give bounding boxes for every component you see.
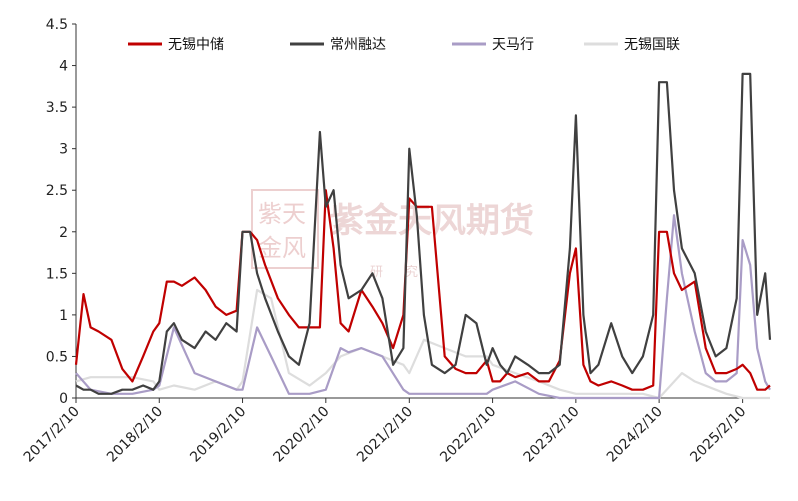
y-tick-label: 2.5 — [46, 183, 68, 199]
legend-label: 常州融达 — [330, 37, 386, 53]
x-tick-label: 2021/2/10 — [354, 404, 416, 466]
series-line-0 — [74, 189, 771, 391]
series-layer — [74, 72, 772, 400]
y-tick-label: 4 — [59, 59, 68, 75]
y-tick-label: 0.5 — [46, 349, 68, 365]
watermark: 紫天 金风 紫金天风期货 研究 — [251, 189, 534, 280]
svg-text:金风: 金风 — [258, 234, 306, 262]
y-axis-ticks: 0 0.5 1 1.5 2 2.5 3 3.5 4 4.5 — [46, 17, 76, 407]
x-tick-label: 2018/2/10 — [104, 404, 166, 466]
y-tick-label: 2 — [59, 225, 68, 241]
y-tick-label: 3 — [59, 142, 68, 158]
legend-label: 无锡国联 — [624, 37, 680, 53]
series-line-1 — [75, 72, 772, 395]
y-tick-label: 1.5 — [46, 266, 68, 282]
x-tick-label: 2025/2/10 — [687, 404, 749, 466]
legend: 无锡中储 常州融达 天马行 无锡国联 — [128, 37, 680, 53]
x-tick-label: 2022/2/10 — [437, 404, 499, 466]
svg-text:紫天: 紫天 — [258, 200, 306, 228]
y-tick-label: 4.5 — [46, 17, 68, 33]
x-tick-label: 2020/2/10 — [271, 404, 333, 466]
x-tick-label: 2017/2/10 — [21, 404, 83, 466]
y-tick-label: 0 — [59, 391, 68, 407]
x-tick-label: 2023/2/10 — [521, 404, 583, 466]
x-tick-label: 2024/2/10 — [604, 404, 666, 466]
legend-label: 无锡中储 — [168, 37, 224, 53]
y-tick-label: 3.5 — [46, 100, 68, 116]
series-line-3 — [75, 288, 770, 400]
watermark-logo-seal: 紫天 金风 — [251, 189, 319, 269]
series-line-2 — [75, 214, 771, 400]
x-axis-ticks: 2017/2/10 2018/2/10 2019/2/10 2020/2/10 2021… — [21, 398, 749, 466]
x-tick-label: 2019/2/10 — [187, 404, 249, 466]
legend-label: 天马行 — [492, 37, 534, 53]
y-tick-label: 1 — [59, 308, 68, 324]
